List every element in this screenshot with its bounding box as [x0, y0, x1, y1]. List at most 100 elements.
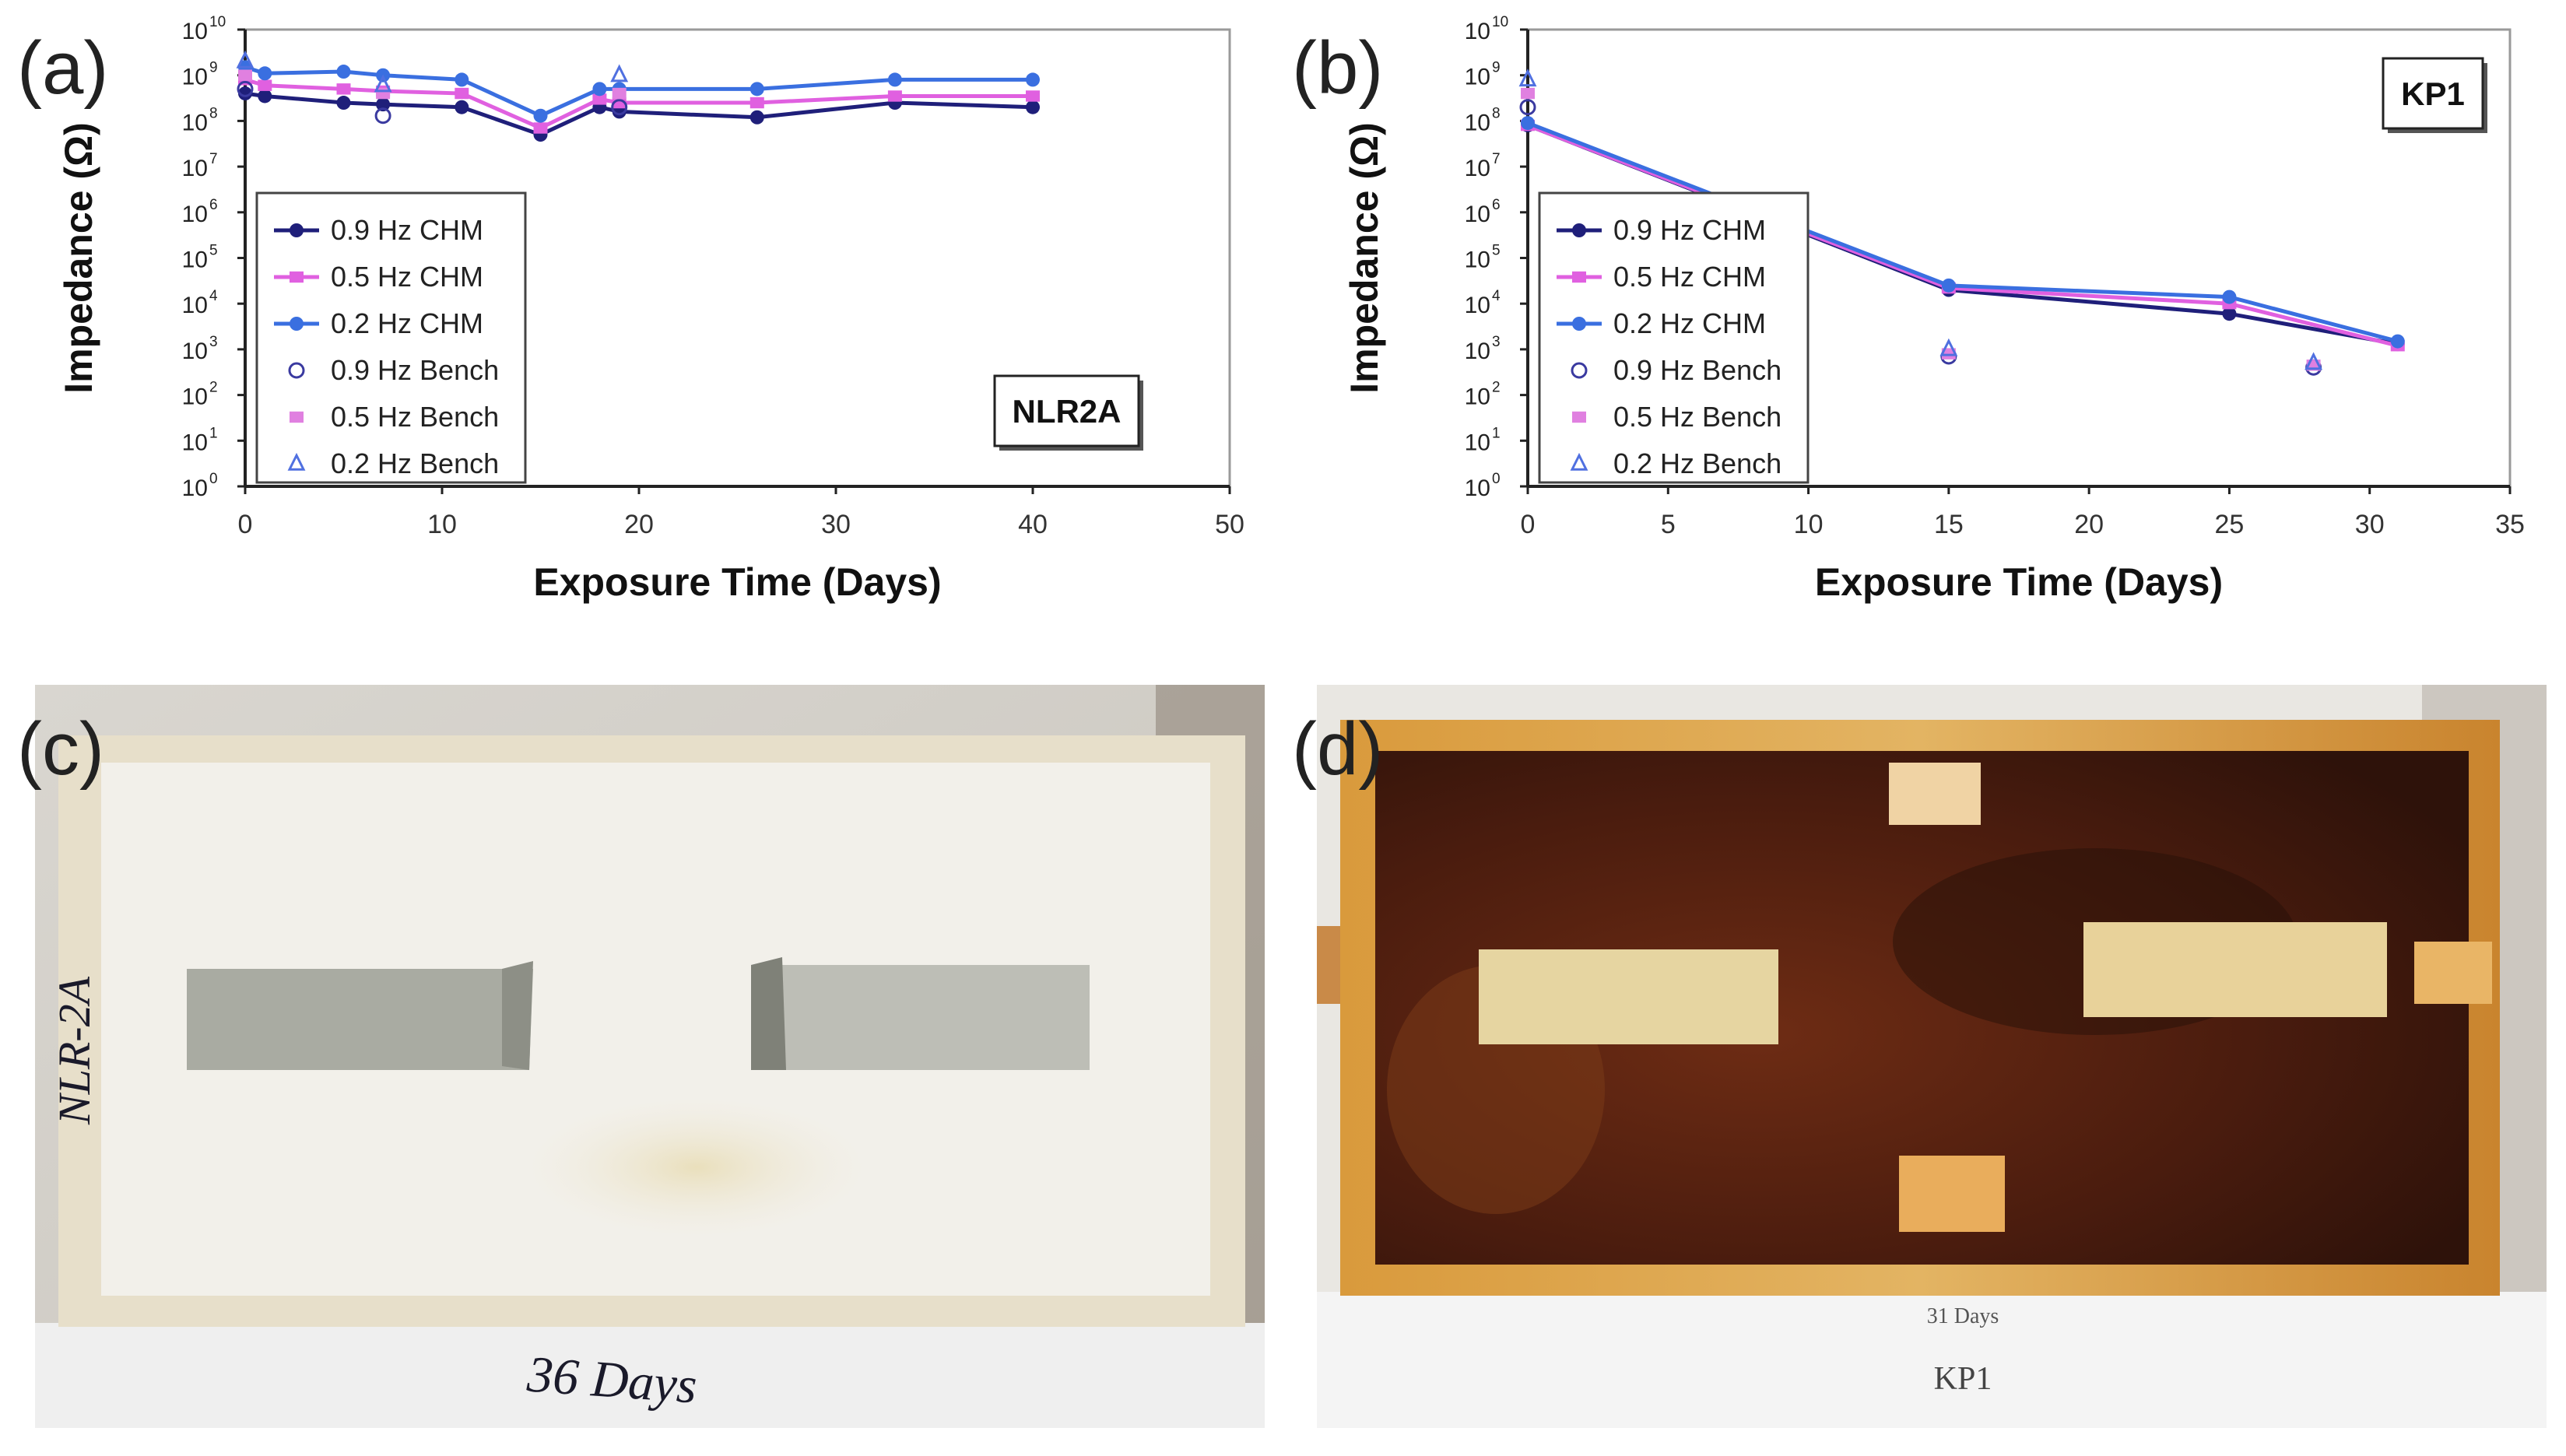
legend-label: 0.2 Hz CHM — [331, 307, 483, 339]
legend-label: 0.5 Hz CHM — [1613, 261, 1766, 293]
y-tick-exponent: 5 — [209, 243, 218, 259]
data-point — [236, 50, 254, 68]
y-tick-label: 10 — [182, 65, 208, 90]
x-tick-label: 30 — [2355, 510, 2385, 539]
chart-title: KP1 — [2401, 75, 2465, 112]
legend-label: 0.9 Hz Bench — [331, 354, 499, 386]
chart-title: NLR2A — [1012, 393, 1121, 430]
data-point — [258, 79, 272, 91]
x-tick-label: 10 — [1794, 510, 1824, 539]
data-point — [1941, 278, 1956, 293]
legend-label: 0.9 Hz CHM — [331, 214, 483, 246]
y-tick-exponent: 0 — [1492, 471, 1501, 487]
legend-label: 0.2 Hz Bench — [1613, 447, 1781, 479]
y-tick-label: 10 — [1465, 339, 1490, 364]
y-tick-label: 10 — [182, 19, 208, 44]
x-axis-title: Exposure Time (Days) — [1815, 560, 2223, 604]
y-tick-label: 10 — [182, 430, 208, 455]
y-tick-exponent: 10 — [209, 14, 226, 30]
legend-label: 0.5 Hz Bench — [331, 401, 499, 433]
data-point — [887, 72, 902, 87]
x-tick-label: 50 — [1215, 510, 1244, 539]
data-point — [336, 96, 351, 111]
x-tick-label: 0 — [238, 510, 253, 539]
y-tick-exponent: 4 — [209, 288, 218, 304]
y-axis-title: Impedance (Ω) — [57, 122, 100, 394]
data-point — [533, 108, 548, 123]
data-point — [238, 69, 252, 81]
series-line — [244, 91, 1034, 137]
data-point — [1939, 338, 1958, 356]
data-point — [336, 83, 351, 95]
legend-label: 0.9 Hz CHM — [1613, 214, 1766, 246]
panel-label-d: (d) — [1292, 707, 1384, 791]
data-point — [455, 72, 469, 87]
photo-d-image: 31 Days KP1 — [1317, 685, 2547, 1428]
y-tick-label: 10 — [182, 110, 208, 135]
data-point — [749, 82, 764, 96]
series-0-9-hz-bench — [237, 80, 628, 125]
data-point — [374, 107, 391, 125]
data-point — [1026, 72, 1040, 87]
legend-marker — [1572, 317, 1586, 331]
data-point — [611, 99, 628, 116]
legend-marker — [290, 271, 304, 283]
legend-marker — [290, 317, 304, 331]
y-tick-exponent: 5 — [1492, 243, 1501, 259]
data-point — [2222, 307, 2237, 321]
y-tick-label: 10 — [1465, 247, 1490, 273]
data-point — [237, 80, 254, 97]
y-tick-exponent: 2 — [1492, 380, 1501, 396]
panel-label-a: (a) — [17, 26, 109, 110]
x-tick-label: 30 — [821, 510, 851, 539]
y-tick-exponent: 6 — [1492, 197, 1501, 213]
data-point — [887, 90, 902, 102]
legend-marker — [1572, 411, 1586, 423]
legend-label: 0.5 Hz Bench — [1613, 401, 1781, 433]
y-tick-label: 10 — [1465, 19, 1490, 44]
data-point — [374, 74, 392, 93]
y-tick-exponent: 3 — [1492, 334, 1501, 350]
y-tick-label: 10 — [182, 156, 208, 181]
legend-label: 0.2 Hz CHM — [1613, 307, 1766, 339]
y-tick-exponent: 4 — [1492, 288, 1501, 304]
y-tick-exponent: 0 — [209, 471, 218, 487]
y-axis-title: Impedance (Ω) — [1343, 122, 1386, 394]
series-0-2-hz-bench — [236, 50, 629, 93]
x-tick-label: 25 — [2215, 510, 2245, 539]
data-point — [1519, 99, 1536, 116]
y-tick-exponent: 2 — [209, 380, 218, 396]
legend-label: 0.5 Hz CHM — [331, 261, 483, 293]
y-tick-exponent: 6 — [209, 197, 218, 213]
y-tick-label: 10 — [182, 202, 208, 227]
title-box — [993, 374, 1140, 447]
data-point — [533, 122, 548, 134]
data-point — [238, 86, 252, 101]
y-tick-label: 10 — [182, 339, 208, 364]
y-tick-exponent: 10 — [1492, 14, 1508, 30]
x-axis-title: Exposure Time (Days) — [533, 560, 941, 604]
data-point — [1521, 87, 1535, 100]
caption-days: 31 Days — [1927, 1304, 1999, 1328]
data-point — [1518, 68, 1537, 87]
y-tick-label: 10 — [182, 384, 208, 410]
y-tick-label: 10 — [1465, 202, 1490, 227]
data-point — [610, 64, 629, 82]
y-tick-label: 10 — [1465, 293, 1490, 318]
x-tick-label: 5 — [1661, 510, 1676, 539]
legend-marker — [290, 223, 304, 237]
photo-c: NLR-2A 36 Days — [35, 685, 1265, 1428]
y-tick-label: 10 — [1465, 384, 1490, 410]
title-box — [2382, 57, 2484, 130]
legend-marker — [288, 362, 305, 379]
y-tick-exponent: 7 — [209, 151, 218, 167]
data-point — [376, 97, 391, 112]
y-tick-exponent: 9 — [1492, 60, 1501, 76]
y-tick-label: 10 — [182, 247, 208, 273]
y-tick-exponent: 8 — [1492, 105, 1501, 121]
x-tick-label: 40 — [1018, 510, 1048, 539]
x-tick-label: 20 — [624, 510, 654, 539]
legend-marker — [1570, 452, 1588, 471]
